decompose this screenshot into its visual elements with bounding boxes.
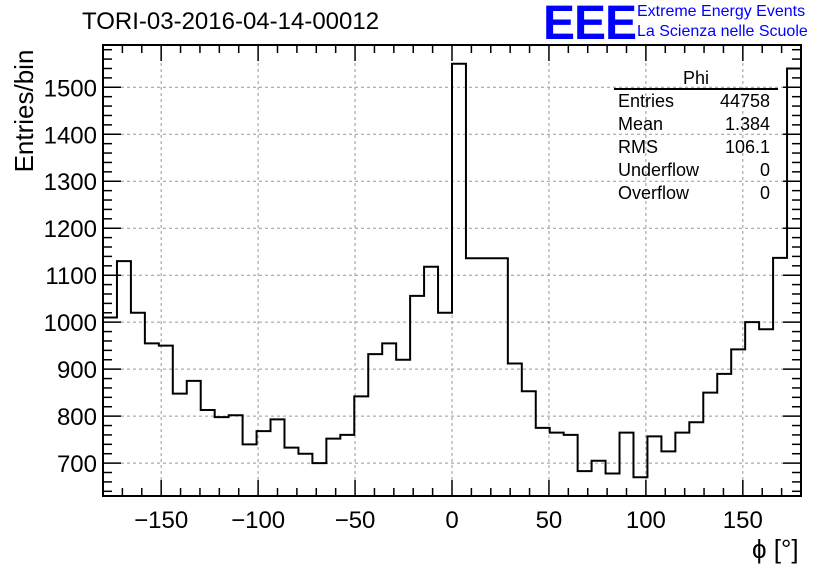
stats-label: Underflow — [618, 160, 700, 180]
stats-label: Mean — [618, 114, 664, 134]
stats-value: 44758 — [719, 91, 770, 111]
x-tick-label: −100 — [231, 507, 285, 534]
y-tick-label: 1500 — [44, 75, 97, 102]
logo-text-line2: La Scienza nelle Scuole — [637, 23, 808, 40]
stats-value: 1.384 — [724, 114, 770, 134]
stats-row-underflow: Underflow 0 — [610, 159, 778, 182]
y-tick-label: 1100 — [45, 263, 97, 290]
histogram-line — [102, 62, 801, 496]
stats-label: Overflow — [618, 183, 690, 203]
x-tick-label: 0 — [445, 507, 458, 534]
x-tick-label: 150 — [723, 507, 763, 534]
stats-value: 0 — [759, 183, 770, 203]
eee-logo: EEE — [543, 0, 637, 50]
stats-row-entries: Entries 44758 — [610, 90, 778, 113]
y-axis-label: Entries/bin — [9, 49, 39, 173]
chart-title: TORI-03-2016-04-14-00012 — [82, 8, 380, 35]
y-tick-label: 1300 — [44, 169, 97, 196]
logo-text-line1: Extreme Energy Events — [637, 3, 806, 20]
stats-row-mean: Mean 1.384 — [610, 113, 778, 136]
stats-row-overflow: Overflow 0 — [610, 182, 778, 205]
axis-tick-labels: −150 −100 −50 0 50 100 150 700 800 900 1000 1100 120… — [44, 75, 763, 534]
x-axis-label: ϕ [°] — [752, 534, 799, 564]
axis-ticks — [103, 45, 801, 496]
x-tick-label: −150 — [134, 507, 188, 534]
stats-box: Phi Entries 44758 Mean 1.384 RMS 106.1 U… — [610, 68, 778, 205]
stats-name: Phi — [614, 68, 778, 90]
stats-value: 106.1 — [724, 137, 770, 157]
y-tick-label: 800 — [57, 404, 97, 431]
stats-row-rms: RMS 106.1 — [610, 136, 778, 159]
plot-frame — [102, 44, 802, 497]
y-tick-label: 900 — [57, 357, 97, 384]
stats-label: Entries — [618, 91, 675, 111]
y-tick-label: 700 — [57, 451, 97, 478]
x-tick-label: 100 — [626, 507, 666, 534]
y-tick-label: 1400 — [44, 122, 97, 149]
x-tick-label: −50 — [335, 507, 376, 534]
y-tick-label: 1200 — [44, 216, 97, 243]
x-tick-label: 50 — [536, 507, 563, 534]
stats-value: 0 — [759, 160, 770, 180]
y-tick-label: 1000 — [44, 310, 97, 337]
stats-label: RMS — [618, 137, 658, 157]
